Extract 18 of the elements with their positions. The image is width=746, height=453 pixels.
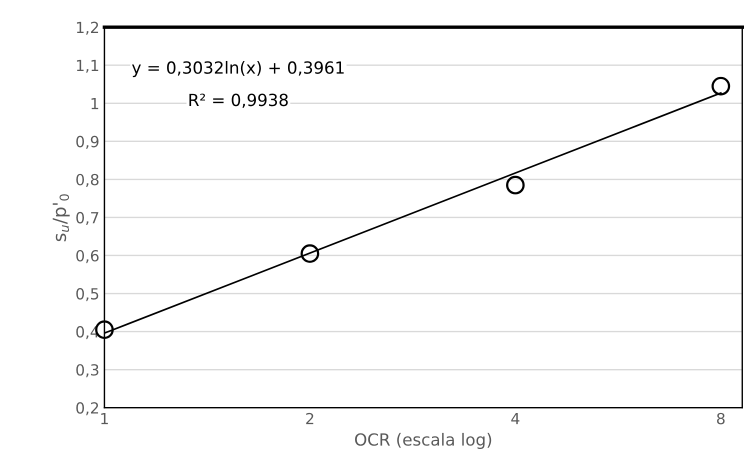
x-tick-label: 1 xyxy=(101,413,108,424)
x-tick-label: 4 xyxy=(511,413,520,424)
x-tick-label: 8 xyxy=(717,412,725,424)
annotation: R² = 0,9938 xyxy=(189,94,288,108)
y-axis-title: s$_{u}$/p'$_{0}$ xyxy=(52,194,70,242)
y-tick-label: 1 xyxy=(92,98,98,110)
y-tick-label: 0,8 xyxy=(76,174,99,187)
annotation: y = 0,3032ln(x) + 0,3961 xyxy=(132,60,344,78)
x-tick-label: 2 xyxy=(306,412,314,424)
y-tick-label: 0,9 xyxy=(76,136,99,149)
y-tick-label: 1,1 xyxy=(76,60,98,73)
y-tick-label: 0,3 xyxy=(76,364,98,378)
y-tick-label: 0,7 xyxy=(76,212,98,226)
x-axis-title: OCR (escala log) xyxy=(355,432,492,450)
y-tick-label: 0,2 xyxy=(76,402,98,416)
y-tick-label: 1,2 xyxy=(76,22,98,35)
y-tick-label: 0,5 xyxy=(76,288,98,302)
y-tick-label: 0,6 xyxy=(76,250,99,264)
